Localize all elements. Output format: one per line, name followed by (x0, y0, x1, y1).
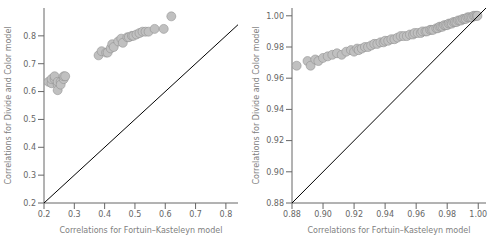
svg-text:0.5: 0.5 (23, 115, 36, 124)
svg-text:0.92: 0.92 (266, 136, 284, 145)
svg-text:0.5: 0.5 (129, 210, 142, 219)
svg-text:0.94: 0.94 (266, 105, 284, 114)
svg-text:0.96: 0.96 (407, 210, 425, 219)
svg-text:0.2: 0.2 (38, 210, 51, 219)
svg-text:0.88: 0.88 (283, 210, 301, 219)
svg-text:1.00: 1.00 (266, 12, 284, 21)
svg-text:0.3: 0.3 (68, 210, 81, 219)
svg-text:0.4: 0.4 (23, 143, 36, 152)
svg-text:0.98: 0.98 (438, 210, 456, 219)
svg-text:0.96: 0.96 (266, 74, 284, 83)
svg-text:0.7: 0.7 (189, 210, 202, 219)
svg-text:Correlations for Divide and Co: Correlations for Divide and Color model (8, 26, 13, 184)
svg-text:0.3: 0.3 (23, 171, 36, 180)
svg-text:0.88: 0.88 (266, 199, 284, 208)
svg-text:0.90: 0.90 (266, 168, 284, 177)
svg-text:0.7: 0.7 (23, 60, 36, 69)
svg-text:1.00: 1.00 (469, 210, 487, 219)
svg-text:0.90: 0.90 (314, 210, 332, 219)
svg-text:0.6: 0.6 (159, 210, 172, 219)
svg-text:Correlations for Fortuin–Kaste: Correlations for Fortuin–Kasteleyn model (59, 226, 222, 235)
svg-text:0.92: 0.92 (345, 210, 363, 219)
svg-text:0.94: 0.94 (376, 210, 394, 219)
svg-text:Correlations for Divide and Co: Correlations for Divide and Color model (252, 26, 261, 184)
svg-text:0.98: 0.98 (266, 43, 284, 52)
svg-text:0.4: 0.4 (98, 210, 111, 219)
svg-text:0.8: 0.8 (23, 32, 36, 41)
svg-text:0.2: 0.2 (23, 199, 36, 208)
svg-text:0.6: 0.6 (23, 87, 36, 96)
svg-text:0.8: 0.8 (220, 210, 233, 219)
svg-text:Correlations for Fortuin–Kaste: Correlations for Fortuin–Kasteleyn model (307, 226, 470, 235)
